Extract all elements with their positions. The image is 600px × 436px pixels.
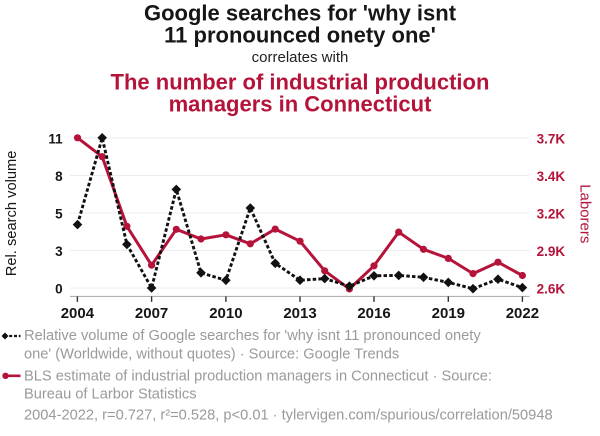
svg-text:one' (Worldwide, without quote: one' (Worldwide, without quotes) · Sourc… <box>24 346 399 362</box>
svg-text:2016: 2016 <box>357 305 390 322</box>
svg-text:2022: 2022 <box>506 305 539 322</box>
svg-text:correlates with: correlates with <box>252 49 349 66</box>
svg-text:3.2K: 3.2K <box>537 206 566 221</box>
svg-text:Google searches for 'why isnt: Google searches for 'why isnt <box>144 1 457 26</box>
svg-text:11: 11 <box>48 131 63 146</box>
svg-text:2004-2022, r=0.727, r²=0.528,: 2004-2022, r=0.727, r²=0.528, p<0.01 · t… <box>24 407 553 423</box>
svg-text:2013: 2013 <box>283 305 316 322</box>
svg-text:2004: 2004 <box>61 305 95 322</box>
svg-text:2.9K: 2.9K <box>537 244 566 259</box>
svg-text:Relative volume of Google sear: Relative volume of Google searches for '… <box>24 328 481 344</box>
svg-text:Bureau of Larbor Statistics: Bureau of Larbor Statistics <box>24 387 197 403</box>
svg-text:Rel. search volume: Rel. search volume <box>4 151 20 277</box>
svg-text:2.6K: 2.6K <box>537 281 566 296</box>
svg-text:2007: 2007 <box>135 305 168 322</box>
svg-text:The number of industrial produ: The number of industrial production <box>111 70 490 95</box>
svg-text:Laborers: Laborers <box>577 184 594 243</box>
svg-text:2010: 2010 <box>209 305 242 322</box>
svg-text:5: 5 <box>55 206 63 221</box>
svg-text:2019: 2019 <box>432 305 465 322</box>
svg-text:11 pronounced onety one': 11 pronounced onety one' <box>164 22 436 47</box>
svg-text:3.7K: 3.7K <box>537 131 566 146</box>
svg-text:3.4K: 3.4K <box>537 169 566 184</box>
svg-text:managers in Connecticut: managers in Connecticut <box>169 92 433 117</box>
svg-text:BLS estimate of industrial pro: BLS estimate of industrial production ma… <box>24 369 492 385</box>
svg-text:8: 8 <box>55 169 63 184</box>
svg-text:0: 0 <box>55 281 63 296</box>
svg-text:3: 3 <box>55 244 63 259</box>
